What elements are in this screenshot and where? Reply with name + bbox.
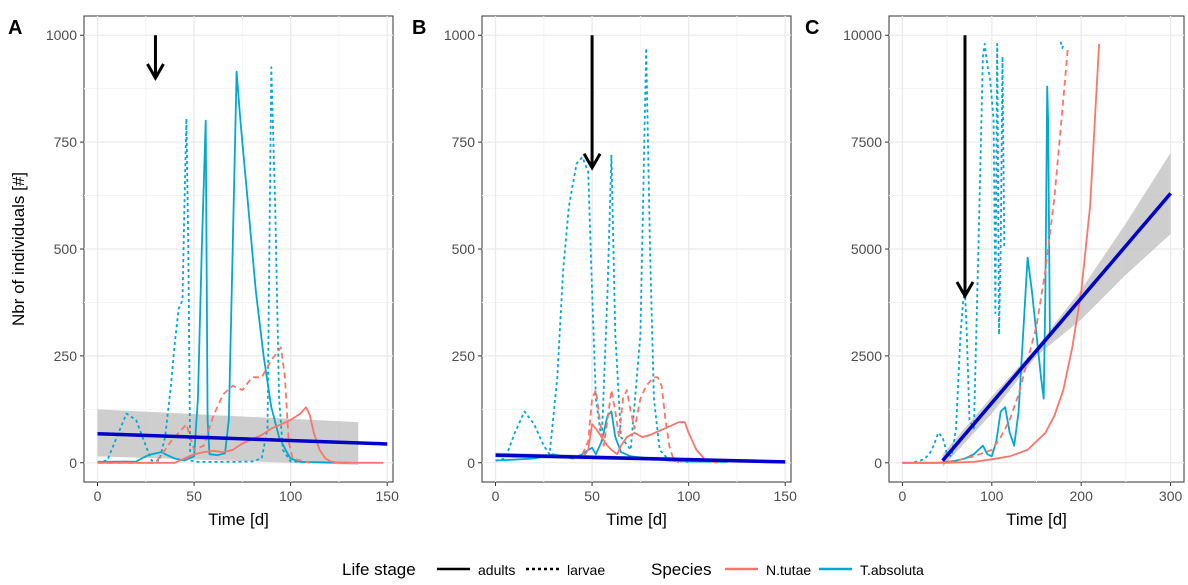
y-tick-label: 0 (874, 455, 882, 471)
panel-b-xlabel: Time [d] (606, 510, 667, 529)
panel-a-xlabel: Time [d] (208, 510, 269, 529)
y-tick-label: 5000 (851, 241, 882, 257)
series-tabsoluta-adults (97, 70, 349, 464)
panel-c-confidence-band (942, 152, 1171, 468)
panel-a-ylabel: Nbr of individuals [#] (9, 172, 28, 326)
y-tick-label: 500 (54, 241, 78, 257)
y-tick-label: 1000 (46, 27, 77, 43)
panel-a-arrow (146, 35, 165, 82)
series-ntutae-larvae (581, 376, 680, 464)
x-tick-label: 150 (376, 488, 400, 504)
series-tabsoluta-larvae (97, 66, 311, 464)
series-ntutae-adults (97, 406, 384, 464)
panel-c-ticks: 0 100 200 300 0 2500 5000 7500 10000 (843, 27, 1182, 504)
series-tabsoluta-larvae (1059, 41, 1065, 49)
panel-c-arrow (955, 35, 975, 300)
legend-species-title: Species (651, 560, 711, 579)
x-tick-label: 50 (584, 488, 600, 504)
legend-stage-title: Life stage (342, 560, 416, 579)
y-tick-label: 0 (69, 455, 77, 471)
y-tick-label: 750 (54, 134, 78, 150)
x-tick-label: 50 (186, 488, 202, 504)
y-tick-label: 500 (452, 241, 476, 257)
arrow-head (582, 153, 602, 171)
panel-label-a: A (8, 17, 22, 39)
x-tick-label: 0 (94, 488, 102, 504)
y-tick-label: 1000 (444, 27, 475, 43)
x-tick-label: 0 (899, 488, 907, 504)
y-tick-label: 10000 (843, 27, 882, 43)
panel-a-ticks: 0 50 100 150 0 250 500 750 1000 (46, 27, 399, 504)
panel-b-grid (482, 16, 791, 482)
panel-b-series (495, 47, 728, 464)
arrow-head (955, 281, 975, 300)
panel-b-trend (495, 453, 786, 464)
trend-line (941, 192, 1172, 462)
panel-c-series (902, 41, 1100, 464)
panel-c-grid (889, 16, 1184, 482)
panel-c-xlabel: Time [d] (1006, 510, 1067, 529)
y-tick-label: 7500 (851, 134, 882, 150)
series-ntutae-adults (902, 43, 1100, 464)
y-tick-label: 0 (467, 455, 475, 471)
legend: Life stage adults larvae Species N.tutae… (342, 560, 924, 579)
y-tick-label: 750 (452, 134, 476, 150)
series-ntutae-adults (581, 421, 718, 464)
panel-c: C 0 100 200 300 0 2500 5000 7500 10000 Time [d] (805, 15, 1185, 529)
panel-b-ticks: 0 50 100 150 0 250 500 750 1000 (444, 27, 797, 504)
panel-c-trend (941, 192, 1172, 462)
panel-b-arrow (582, 35, 602, 171)
panel-a: A 0 50 100 150 0 250 500 750 1000 Time [d] Nbr o… (8, 15, 399, 529)
confidence-band (942, 152, 1171, 468)
x-tick-label: 0 (492, 488, 500, 504)
panel-label-c: C (805, 17, 819, 39)
y-tick-label: 250 (54, 348, 78, 364)
legend-tabsoluta-label: T.absoluta (860, 562, 924, 578)
series-tabsoluta-adults (902, 85, 1051, 464)
trend-line (97, 431, 388, 446)
series-tabsoluta-larvae (902, 42, 1006, 464)
panel-label-b: B (412, 17, 426, 39)
trend-line (495, 453, 786, 464)
panel-a-trend (97, 431, 388, 446)
arrow-head (146, 63, 165, 82)
x-tick-label: 100 (279, 488, 303, 504)
x-tick-label: 100 (980, 488, 1004, 504)
legend-ntutae-label: N.tutae (766, 562, 811, 578)
y-tick-label: 2500 (851, 348, 882, 364)
x-tick-label: 200 (1070, 488, 1094, 504)
series-tabsoluta-larvae (495, 47, 689, 463)
legend-adults-label: adults (478, 562, 515, 578)
legend-larvae-label: larvae (567, 562, 605, 578)
x-tick-label: 150 (774, 488, 798, 504)
x-tick-label: 100 (677, 488, 701, 504)
x-tick-label: 300 (1159, 488, 1183, 504)
panel-a-series (97, 66, 384, 464)
panel-b: B 0 50 100 150 0 250 500 750 1000 Time [d] (412, 15, 797, 529)
y-tick-label: 250 (452, 348, 476, 364)
